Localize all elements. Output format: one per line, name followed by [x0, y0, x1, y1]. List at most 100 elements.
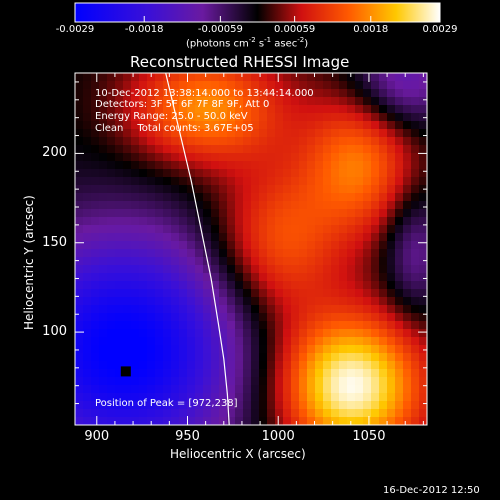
heatmap-cell [251, 73, 260, 82]
heatmap-cell [379, 265, 388, 274]
heatmap-cell [163, 81, 172, 90]
heatmap-cell [227, 353, 236, 362]
heatmap-cell [379, 73, 388, 82]
heatmap-cell [403, 265, 412, 274]
heatmap-cell [419, 89, 427, 98]
heatmap-cell [339, 209, 348, 218]
heatmap-cell [315, 393, 324, 402]
heatmap-cell [171, 145, 180, 154]
heatmap-cell [259, 225, 268, 234]
heatmap-cell [339, 137, 348, 146]
heatmap-cell [243, 305, 252, 314]
heatmap-cell [339, 81, 348, 90]
heatmap-cell [123, 417, 132, 425]
heatmap-cell [179, 417, 188, 425]
heatmap-cell [195, 321, 204, 330]
heatmap-cell [227, 81, 236, 90]
heatmap-cell [299, 169, 308, 178]
heatmap-cell [147, 361, 156, 370]
heatmap-cell [275, 417, 284, 425]
heatmap-cell [91, 257, 100, 266]
heatmap-cell [219, 249, 228, 258]
heatmap-cell [235, 361, 244, 370]
heatmap-cell [243, 281, 252, 290]
heatmap-cell [107, 393, 116, 402]
heatmap-cell [363, 73, 372, 82]
heatmap-cell [411, 153, 420, 162]
heatmap-cell [195, 209, 204, 218]
heatmap-cell [83, 193, 92, 202]
heatmap-cell [339, 265, 348, 274]
heatmap-cell [235, 329, 244, 338]
heatmap-cell [267, 97, 276, 106]
heatmap-cell [371, 225, 380, 234]
heatmap-cell [299, 377, 308, 386]
heatmap-cell [139, 409, 148, 418]
heatmap-cell [283, 217, 292, 226]
heatmap-cell [131, 321, 140, 330]
heatmap-cell [243, 313, 252, 322]
heatmap-cell [267, 297, 276, 306]
heatmap-cell [267, 177, 276, 186]
heatmap-cell [235, 369, 244, 378]
heatmap-cell [315, 289, 324, 298]
heatmap-cell [107, 321, 116, 330]
heatmap-cell [235, 273, 244, 282]
heatmap-cell [299, 249, 308, 258]
heatmap-cell [219, 401, 228, 410]
heatmap-cell [195, 249, 204, 258]
heatmap-cell [163, 265, 172, 274]
heatmap-cell [395, 401, 404, 410]
heatmap-cell [259, 417, 268, 425]
heatmap-cell [339, 385, 348, 394]
heatmap-cell [75, 281, 84, 290]
heatmap-cell [99, 225, 108, 234]
heatmap-cell [195, 337, 204, 346]
heatmap-cell [163, 273, 172, 282]
heatmap-cell [299, 353, 308, 362]
heatmap-cell [131, 233, 140, 242]
heatmap-cell [299, 73, 308, 82]
heatmap-cell [235, 345, 244, 354]
heatmap-cell [331, 377, 340, 386]
heatmap-cell [355, 249, 364, 258]
heatmap-cell [227, 393, 236, 402]
heatmap-cell [91, 297, 100, 306]
heatmap-cell [363, 329, 372, 338]
heatmap-cell [115, 129, 124, 138]
heatmap-cell [227, 369, 236, 378]
heatmap-cell [291, 73, 300, 82]
heatmap-cell [211, 401, 220, 410]
heatmap-cell [299, 121, 308, 130]
heatmap-cell [403, 273, 412, 282]
heatmap-cell [123, 273, 132, 282]
heatmap-cell [219, 241, 228, 250]
heatmap-cell [75, 273, 84, 282]
heatmap-cell [243, 89, 252, 98]
heatmap-cell [211, 217, 220, 226]
heatmap-cell [83, 401, 92, 410]
x-tick-label: 1050 [352, 429, 386, 444]
heatmap-cell [123, 257, 132, 266]
heatmap-cell [331, 393, 340, 402]
heatmap-cell [91, 97, 100, 106]
heatmap-cell [187, 233, 196, 242]
heatmap-cell [387, 305, 396, 314]
heatmap-cell [163, 217, 172, 226]
heatmap-cell [323, 369, 332, 378]
heatmap-cell [363, 385, 372, 394]
heatmap-cell [251, 401, 260, 410]
heatmap-cell [395, 81, 404, 90]
heatmap-cell [411, 241, 420, 250]
heatmap-cell [371, 377, 380, 386]
heatmap-cell [139, 169, 148, 178]
heatmap-cell [347, 337, 356, 346]
heatmap-cell [139, 129, 148, 138]
heatmap-cell [107, 113, 116, 122]
heatmap-cell [235, 289, 244, 298]
heatmap-cell [107, 177, 116, 186]
heatmap-cell [411, 377, 420, 386]
heatmap-cell [219, 145, 228, 154]
heatmap-cell [91, 153, 100, 162]
heatmap-cell [275, 201, 284, 210]
